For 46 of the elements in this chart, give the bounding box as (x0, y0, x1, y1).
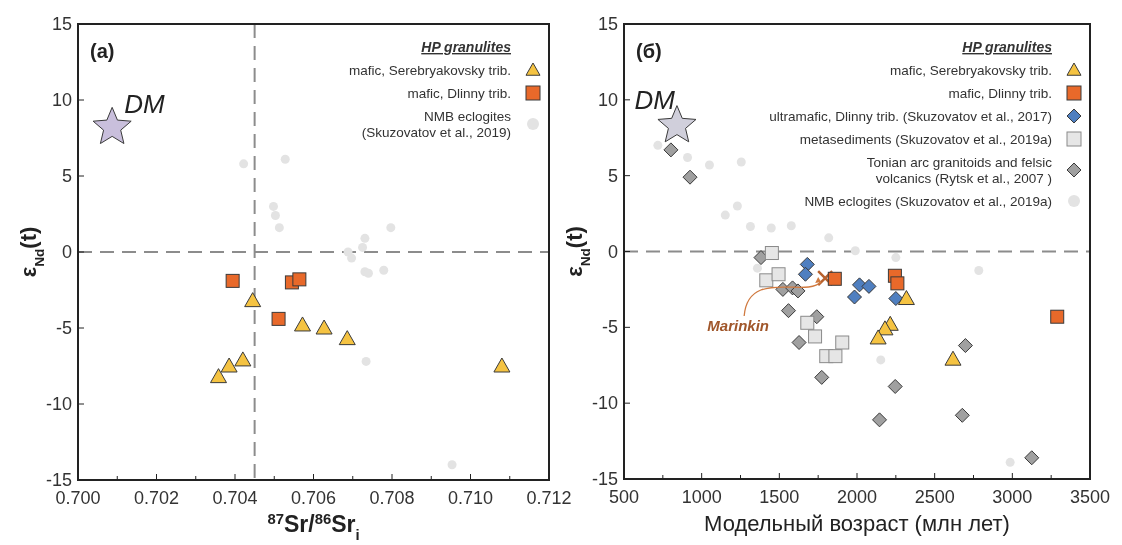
y-tick-label: 0 (607, 241, 618, 262)
x-tick-label: 1000 (681, 487, 722, 507)
y-tick-label: 15 (597, 14, 618, 34)
x-tick-label: 3000 (992, 487, 1033, 507)
x-tick-label: 0.708 (369, 488, 415, 508)
x-tick-label: 500 (608, 487, 640, 507)
x-tick-label: 0.702 (133, 488, 180, 508)
text: (a) (90, 40, 115, 62)
y-tick-label: 10 (597, 89, 618, 110)
x-tick-label: 2000 (836, 487, 878, 507)
x-tick-label: 0.710 (447, 488, 494, 508)
x-tick-label: 3500 (1069, 487, 1111, 507)
legend-label: metasediments (Skuzovatov et al., 2019a) (799, 132, 1052, 147)
x-tick-label: 1500 (759, 487, 800, 507)
y-tick-label: -5 (601, 317, 618, 338)
legend-label: ultramafic, Dlinny trib. (Skuzovatov et al., 2017) (769, 109, 1052, 124)
y-tick-label: 0 (61, 242, 72, 262)
x-axis-title: $^{87}$Sr/$^{86}$Sr$_{i}$ (267, 511, 360, 543)
y-tick-label: -10 (45, 394, 72, 414)
legend-label: NMB eclogites (Skuzovatov et al., 2019a) (804, 194, 1052, 209)
x-tick-label: 2500 (914, 487, 955, 507)
y-tick-label: 5 (61, 166, 72, 186)
legend-label: mafic, Dlinny trib. (407, 86, 511, 101)
x-tick-label: 0.700 (55, 488, 101, 508)
y-tick-label: -10 (591, 393, 618, 414)
legend-label: mafic, Dlinny trib. (948, 86, 1052, 101)
y-tick-label: -5 (55, 318, 72, 338)
x-tick-label: 0.712 (526, 488, 572, 508)
x-axis-title: Модельный возраст (млн лет) (704, 511, 1010, 536)
legend-label: Tonian arc granitoids and felsic volcanics (Rytsk et al., 2007 ) (866, 155, 1053, 186)
x-tick-label: 0.706 (290, 488, 337, 508)
y-tick-label: -15 (45, 470, 72, 490)
y-tick-label: 5 (607, 165, 618, 186)
legend-label: mafic, Serebryakovsky trib. (348, 63, 511, 78)
legend-title: HP granulites (421, 39, 512, 55)
legend-label: NMB eclogites (Skuzovatov et al., 2019) (361, 109, 512, 140)
text: (б) (636, 40, 662, 62)
legend-label: mafic, Serebryakovsky trib. (889, 63, 1052, 78)
y-tick-label: -15 (591, 469, 618, 489)
annotation: DM (124, 89, 165, 120)
x-tick-label: 0.704 (212, 488, 258, 508)
legend-title: HP granulites (962, 39, 1053, 55)
annotation: Marinkin (707, 317, 769, 335)
annotation: DM (634, 84, 676, 115)
y-tick-label: 10 (51, 90, 72, 110)
y-tick-label: 15 (51, 14, 72, 34)
